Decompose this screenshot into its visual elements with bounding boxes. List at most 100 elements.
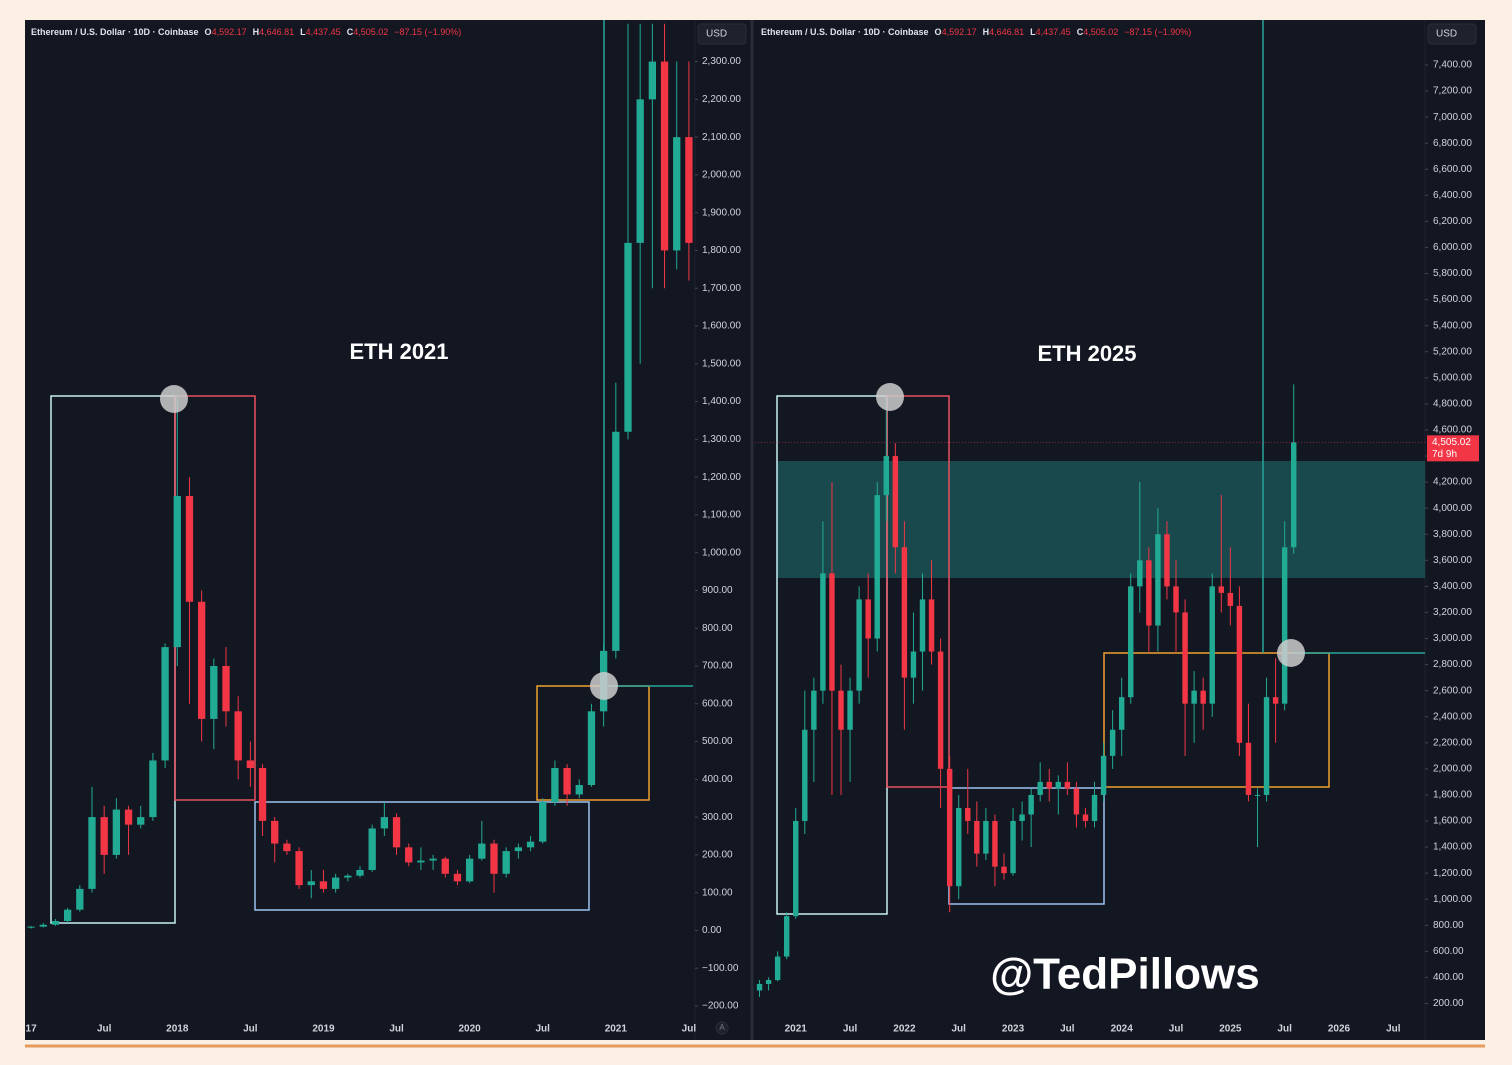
highlight-circle xyxy=(876,383,904,411)
x-tick-label: 2021 xyxy=(605,1024,628,1035)
y-tick-label: 6,400.00 xyxy=(1433,190,1472,201)
candle-body xyxy=(197,601,206,719)
x-tick-label: 2025 xyxy=(1219,1024,1242,1035)
candle-body xyxy=(465,858,474,882)
scale-button[interactable] xyxy=(715,1021,729,1035)
candle-body xyxy=(811,690,817,730)
last-price-tag xyxy=(1427,435,1479,462)
candle-body xyxy=(587,711,596,785)
candle-body xyxy=(919,599,926,652)
candle-body xyxy=(526,841,535,848)
candle-body xyxy=(1028,794,1034,815)
x-tick-label: 2024 xyxy=(1111,1024,1134,1035)
candle-body xyxy=(820,573,826,691)
legend-key: H xyxy=(253,27,260,37)
candle-body xyxy=(1263,697,1270,795)
candle-body xyxy=(648,61,657,100)
legend-key: L xyxy=(300,27,306,37)
x-tick-label: Jul xyxy=(1169,1024,1184,1035)
scale-button-label: A xyxy=(719,1023,725,1032)
watermark: @TedPillows xyxy=(990,950,1259,999)
candle-body xyxy=(392,817,401,848)
y-tick-label: 7,200.00 xyxy=(1433,86,1472,97)
x-tick-label: 2021 xyxy=(785,1024,808,1035)
legend-value: 4,646.81 xyxy=(989,27,1024,37)
candle-body xyxy=(1146,560,1152,626)
candle-body xyxy=(765,980,772,984)
candle-body xyxy=(1046,781,1052,789)
candle-body xyxy=(1100,755,1107,795)
candle-body xyxy=(417,860,425,863)
candle-body xyxy=(1064,781,1071,789)
y-tick-label: 200.00 xyxy=(1433,998,1464,1009)
candle-body xyxy=(1001,866,1007,874)
candle-body xyxy=(847,690,853,730)
candle-body xyxy=(429,858,437,861)
candle-body xyxy=(39,924,47,927)
legend-key: O xyxy=(205,27,212,37)
y-tick-label: 0.00 xyxy=(702,925,722,936)
candle-body xyxy=(992,821,998,867)
candle-body xyxy=(612,431,620,651)
candles xyxy=(756,384,1297,997)
y-tick-label: 2,000.00 xyxy=(1433,764,1472,775)
candle-body xyxy=(946,768,953,887)
candle-body xyxy=(283,843,291,852)
candle-body xyxy=(490,843,498,874)
y-tick-label: 1,400.00 xyxy=(702,396,741,407)
y-tick-label: 3,000.00 xyxy=(1433,633,1472,644)
legend-value: 4,592.17 xyxy=(212,27,247,37)
x-tick-label: 2019 xyxy=(312,1024,335,1035)
y-tick-label: 200.00 xyxy=(702,850,733,861)
chart-legend: Ethereum / U.S. Dollar · 10D · Coinbase O… xyxy=(761,27,1191,37)
candle-body xyxy=(1155,534,1161,626)
y-tick-label: 5,200.00 xyxy=(1433,346,1472,357)
candle-body xyxy=(937,651,944,769)
x-tick-label: Jul xyxy=(1386,1024,1401,1035)
candle-body xyxy=(173,496,181,648)
candle-body xyxy=(137,817,145,825)
candle-body xyxy=(1227,592,1234,606)
y-tick-label: 800.00 xyxy=(702,623,733,634)
candle-body xyxy=(1200,690,1206,704)
candle-body xyxy=(63,909,72,921)
candle-body xyxy=(441,858,449,874)
y-tick-label: 1,800.00 xyxy=(1433,790,1472,801)
y-tick-label: 3,400.00 xyxy=(1433,581,1472,592)
candle-body xyxy=(1055,781,1062,789)
y-tick-label: 1,800.00 xyxy=(702,245,741,256)
candle-body xyxy=(983,821,989,854)
candle-body xyxy=(27,926,35,928)
candle-body xyxy=(453,873,462,882)
y-tick-label: 700.00 xyxy=(702,661,733,672)
y-tick-label: 400.00 xyxy=(1433,972,1464,983)
candle-body xyxy=(856,599,862,691)
candle-body xyxy=(1173,586,1179,613)
candle-body xyxy=(405,847,413,863)
highlight-circle xyxy=(1277,639,1305,667)
x-tick-label: Jul xyxy=(536,1024,551,1035)
candle-body xyxy=(161,647,169,761)
x-tick-label: Jul xyxy=(1060,1024,1075,1035)
legend-key: C xyxy=(1077,27,1084,37)
candle-body xyxy=(112,809,121,855)
candle-body xyxy=(149,760,157,818)
legend-key: H xyxy=(983,27,990,37)
x-tick-label: 17 xyxy=(26,1024,38,1035)
y-tick-label: 1,700.00 xyxy=(702,283,741,294)
candle-body xyxy=(1281,547,1288,704)
candle-body xyxy=(829,573,835,691)
candle-body xyxy=(756,983,763,991)
candle-body xyxy=(901,547,908,678)
y-tick-label: 800.00 xyxy=(1433,920,1464,931)
y-tick-label: 6,800.00 xyxy=(1433,138,1472,149)
candle-body xyxy=(956,807,962,887)
x-tick-label: 2022 xyxy=(893,1024,916,1035)
candle-body xyxy=(1272,697,1279,704)
candle-body xyxy=(331,877,340,889)
currency-box xyxy=(697,23,747,45)
y-tick-label: 1,600.00 xyxy=(1433,816,1472,827)
x-tick-label: Jul xyxy=(843,1024,858,1035)
y-tick-label: 600.00 xyxy=(702,698,733,709)
candle-body xyxy=(1164,534,1170,587)
